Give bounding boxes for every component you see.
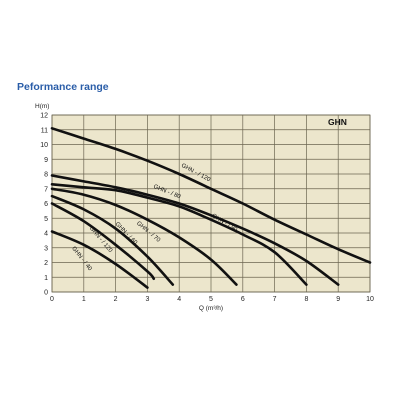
y-tick-label: 1: [44, 275, 48, 282]
y-tick-label: 6: [44, 201, 48, 208]
y-tick-label: 3: [44, 245, 48, 252]
x-tick-label: 10: [366, 296, 374, 303]
x-tick-label: 2: [114, 296, 118, 303]
x-tick-label: 3: [145, 296, 149, 303]
pump-curves: [50, 127, 372, 289]
model-tag: GHN: [328, 117, 347, 127]
y-tick-label: 0: [44, 290, 48, 297]
y-tick-label: 8: [44, 172, 48, 179]
x-tick-label: 9: [336, 296, 340, 303]
x-tick-label: 0: [50, 296, 54, 303]
page-title: Peformance range: [17, 81, 109, 93]
x-tick-label: 4: [177, 296, 181, 303]
x-tick-label: 8: [304, 296, 308, 303]
y-tick-label: 12: [40, 113, 48, 120]
x-tick-label: 1: [82, 296, 86, 303]
y-tick-label: 5: [44, 216, 48, 223]
y-tick-label: 10: [40, 142, 48, 149]
performance-curve: [50, 187, 238, 286]
performance-curve: [50, 183, 308, 286]
performance-curve: [50, 230, 149, 289]
y-tick-label: 7: [44, 186, 48, 193]
x-tick-label: 5: [209, 296, 213, 303]
performance-curve: [50, 127, 372, 264]
y-tick-label: 4: [44, 231, 48, 238]
y-tick-label: 11: [41, 127, 48, 134]
y-tick-label: 9: [44, 157, 48, 164]
x-axis-title: Q (m³/h): [199, 305, 223, 312]
performance-curve: [50, 194, 175, 286]
y-axis-title: H(m): [35, 103, 49, 110]
performance-curve: [50, 174, 340, 286]
performance-curve: [50, 202, 156, 280]
y-tick-label: 2: [44, 260, 48, 267]
x-tick-label: 6: [241, 296, 245, 303]
x-tick-label: 7: [273, 296, 277, 303]
